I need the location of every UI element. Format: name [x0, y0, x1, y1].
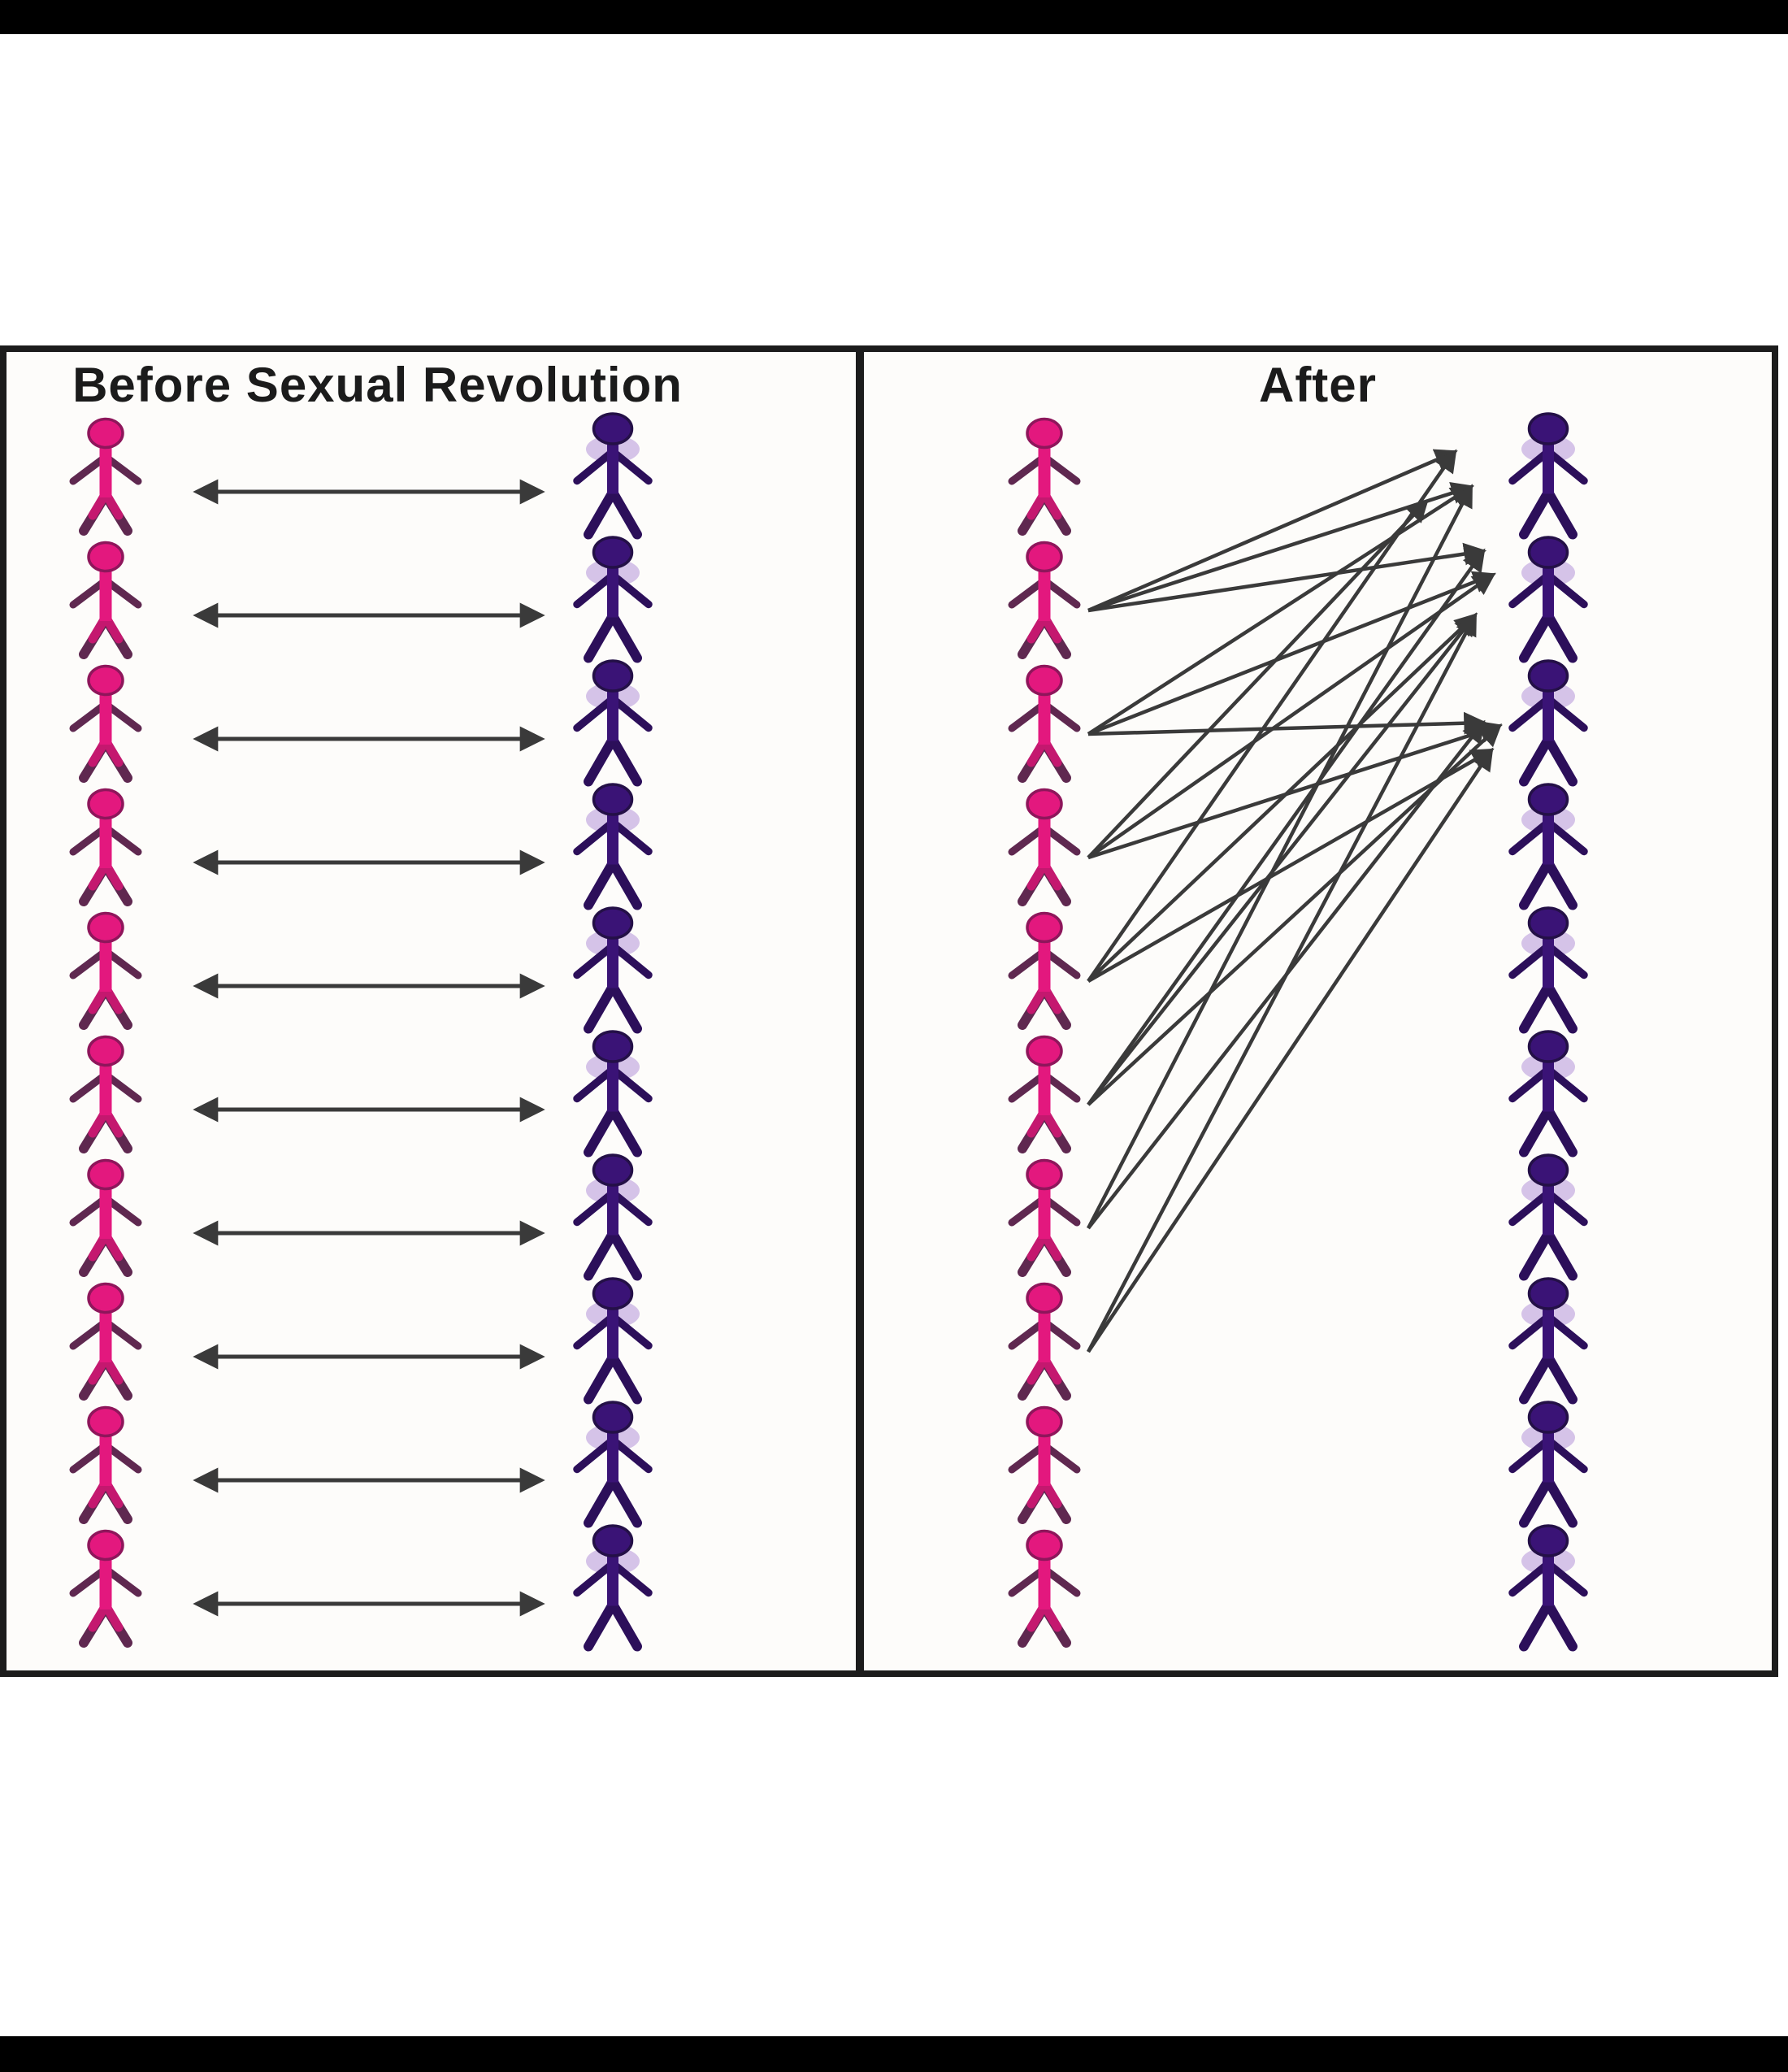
female-figure	[1012, 1284, 1077, 1397]
hookup-arrow	[1087, 612, 1477, 1353]
male-figure	[1512, 908, 1584, 1029]
male-figure	[577, 908, 649, 1029]
hookup-arrow	[1087, 542, 1487, 613]
panel-divider	[856, 352, 864, 1670]
hookup-arrow	[1087, 720, 1503, 860]
after-figures-canvas	[864, 352, 1772, 1670]
female-figure	[73, 543, 138, 655]
female-figure	[1012, 1408, 1077, 1520]
hookup-arrow	[1087, 498, 1429, 859]
male-figure	[577, 1402, 649, 1523]
hookup-arrow	[1087, 747, 1494, 1353]
female-figure	[73, 1037, 138, 1149]
female-figure	[1012, 667, 1077, 779]
female-figure	[73, 1161, 138, 1273]
female-figure	[1012, 1161, 1077, 1273]
male-figure	[577, 414, 649, 535]
male-figure	[577, 537, 649, 658]
male-figure	[577, 1279, 649, 1400]
hookup-arrow	[1087, 748, 1495, 983]
male-figure	[1512, 1155, 1584, 1276]
bottom-letterbox-bar	[0, 2036, 1788, 2072]
male-figure	[1512, 661, 1584, 782]
hookup-arrow	[1087, 484, 1474, 736]
male-figure	[1512, 537, 1584, 658]
female-figure	[73, 790, 138, 902]
hookup-arrow	[1087, 571, 1496, 736]
female-figure	[1012, 543, 1077, 655]
female-figure	[1012, 1531, 1077, 1644]
hookup-arrow	[1087, 449, 1458, 613]
female-figure	[1012, 1037, 1077, 1149]
male-figure	[577, 1155, 649, 1276]
male-figure	[577, 1526, 649, 1647]
female-figure	[73, 914, 138, 1026]
panel-before: Before Sexual Revolution	[7, 352, 856, 1670]
panel-after: After	[864, 352, 1772, 1670]
comparison-diagram: Before Sexual Revolution After	[0, 345, 1778, 1677]
male-figure	[1512, 1402, 1584, 1523]
female-figure	[1012, 914, 1077, 1026]
female-figure	[73, 419, 138, 532]
female-figure	[73, 1531, 138, 1644]
hookup-arrow	[1087, 484, 1473, 1230]
male-figure	[577, 661, 649, 782]
hookup-arrow	[1087, 613, 1478, 983]
female-figure	[73, 1284, 138, 1397]
hookup-arrow	[1087, 612, 1478, 1106]
hookup-arrow	[1087, 449, 1457, 983]
female-figure	[73, 667, 138, 779]
top-letterbox-bar	[0, 0, 1788, 34]
female-figure	[1012, 419, 1077, 532]
male-figure	[1512, 784, 1584, 906]
male-figure	[1512, 1032, 1584, 1153]
female-figure	[73, 1408, 138, 1520]
hookup-arrow	[1087, 711, 1487, 736]
panel-title-before: Before Sexual Revolution	[72, 358, 683, 412]
hookup-arrow	[1087, 482, 1474, 613]
male-figure	[1512, 1279, 1584, 1400]
hookup-arrow	[1087, 548, 1486, 1106]
female-figure	[1012, 790, 1077, 902]
male-figure	[577, 784, 649, 906]
before-figures-canvas	[7, 352, 856, 1670]
hookup-arrow	[1087, 572, 1496, 859]
panel-title-after: After	[1258, 358, 1377, 412]
male-figure	[1512, 414, 1584, 535]
male-figure	[1512, 1526, 1584, 1647]
male-figure	[577, 1032, 649, 1153]
